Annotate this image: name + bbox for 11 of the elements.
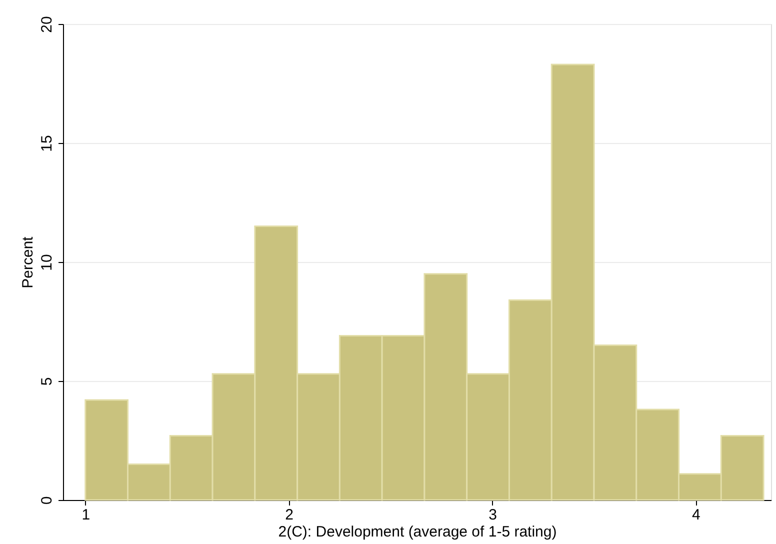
x-axis-title: 2(C): Development (average of 1-5 rating) <box>278 524 557 540</box>
x-tick-label: 1 <box>82 506 90 524</box>
y-axis-title: Percent <box>20 236 36 288</box>
y-tick-label: 10 <box>38 254 56 271</box>
y-tick-label: 0 <box>38 496 56 505</box>
y-tick-label: 20 <box>38 16 56 33</box>
x-tick-label: 3 <box>488 506 497 524</box>
x-tick-label: 2 <box>285 506 294 524</box>
y-tick-label: 15 <box>38 135 56 152</box>
x-tick-label: 4 <box>692 506 700 524</box>
y-tick-label: 5 <box>38 377 56 386</box>
